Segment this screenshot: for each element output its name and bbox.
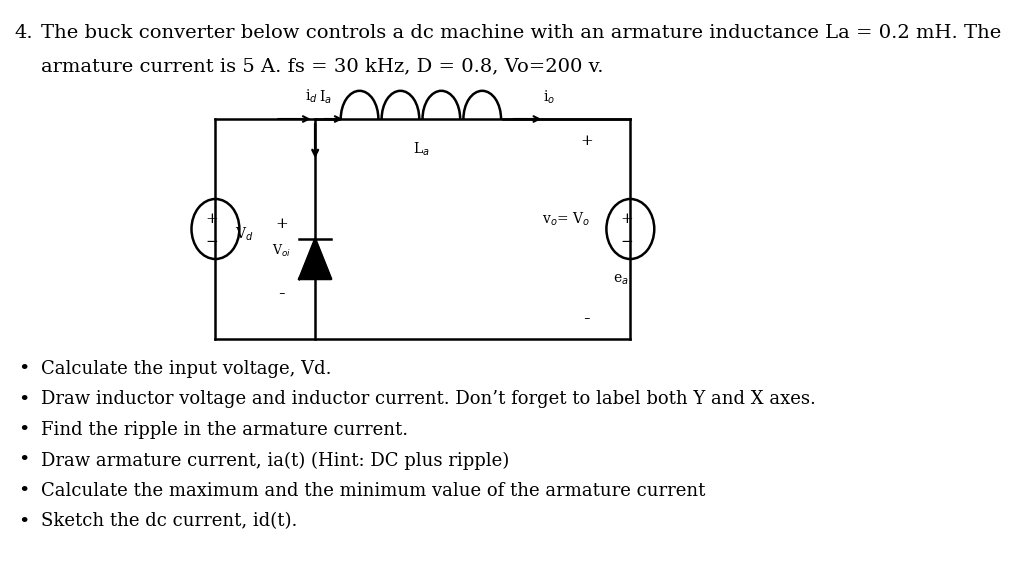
Text: +: + (620, 212, 633, 226)
Text: +: + (205, 212, 218, 226)
Text: +: + (580, 134, 593, 148)
Text: •: • (18, 482, 30, 500)
Polygon shape (299, 239, 331, 279)
Text: •: • (18, 390, 30, 409)
Text: v$_o$= V$_o$: v$_o$= V$_o$ (543, 211, 591, 228)
Text: 4.: 4. (14, 24, 33, 42)
Text: -: - (583, 310, 590, 328)
Text: Calculate the input voltage, Vd.: Calculate the input voltage, Vd. (42, 360, 332, 378)
Text: i$_o$: i$_o$ (543, 89, 555, 106)
Text: •: • (18, 513, 30, 530)
Text: −: − (620, 235, 633, 249)
Text: Sketch the dc current, id(t).: Sketch the dc current, id(t). (42, 513, 298, 530)
Text: e$_a$: e$_a$ (613, 273, 629, 287)
Text: The buck converter below controls a dc machine with an armature inductance La = : The buck converter below controls a dc m… (42, 24, 1001, 42)
Text: I$_a$: I$_a$ (319, 89, 332, 106)
Text: −: − (205, 235, 218, 249)
Text: Calculate the maximum and the minimum value of the armature current: Calculate the maximum and the minimum va… (42, 482, 706, 500)
Text: armature current is 5 A. fs = 30 kHz, D = 0.8, Vo=200 v.: armature current is 5 A. fs = 30 kHz, D … (42, 57, 604, 75)
Text: Find the ripple in the armature current.: Find the ripple in the armature current. (42, 421, 409, 439)
Text: i$_d$: i$_d$ (305, 88, 317, 105)
Text: •: • (18, 421, 30, 439)
Text: +: + (275, 217, 288, 231)
Text: •: • (18, 451, 30, 469)
Text: V$_d$: V$_d$ (234, 225, 253, 243)
Text: Draw armature current, ia(t) (Hint: DC plus ripple): Draw armature current, ia(t) (Hint: DC p… (42, 451, 510, 469)
Text: -: - (279, 285, 285, 303)
Text: V$_{oi}$: V$_{oi}$ (272, 243, 291, 259)
Text: L$_a$: L$_a$ (413, 141, 429, 158)
Text: •: • (18, 360, 30, 378)
Text: Draw inductor voltage and inductor current. Don’t forget to label both Y and X a: Draw inductor voltage and inductor curre… (42, 390, 816, 409)
